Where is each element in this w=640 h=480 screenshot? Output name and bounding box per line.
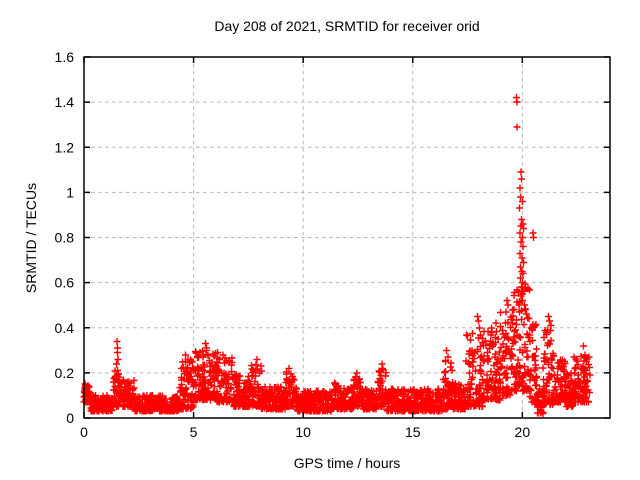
x-tick-label: 5 — [190, 424, 198, 440]
y-axis-tick-labels: 0 0.2 0.4 0.6 0.8 1 1.2 1.4 1.6 — [55, 49, 75, 426]
y-tick-label: 1.6 — [55, 49, 75, 65]
x-tick-label: 15 — [405, 424, 421, 440]
y-tick-label: 1.4 — [55, 94, 75, 110]
gridlines — [84, 57, 610, 418]
y-tick-label: 0.8 — [55, 230, 75, 246]
plot-border — [83, 56, 611, 419]
srmtid-plus-markers — [80, 94, 594, 417]
grid-dashed-lines — [84, 57, 610, 418]
y-tick-label: 0.2 — [55, 365, 75, 381]
y-tick-label: 1 — [66, 184, 74, 200]
plot-frame — [83, 56, 611, 419]
y-axis-label: SRMTID / TECUs — [23, 183, 39, 293]
x-tick-label: 0 — [80, 424, 88, 440]
x-axis-tick-labels: 0 5 10 15 20 — [80, 424, 530, 440]
chart-title: Day 208 of 2021, SRMTID for receiver ori… — [214, 18, 479, 34]
data-points-srmtid — [80, 94, 594, 417]
y-tick-label: 0.4 — [55, 320, 75, 336]
y-tick-label: 1.2 — [55, 139, 75, 155]
y-tick-label: 0 — [66, 410, 74, 426]
x-tick-label: 10 — [295, 424, 311, 440]
y-tick-label: 0.6 — [55, 275, 75, 291]
x-axis-label: GPS time / hours — [294, 455, 401, 471]
x-tick-label: 20 — [515, 424, 531, 440]
